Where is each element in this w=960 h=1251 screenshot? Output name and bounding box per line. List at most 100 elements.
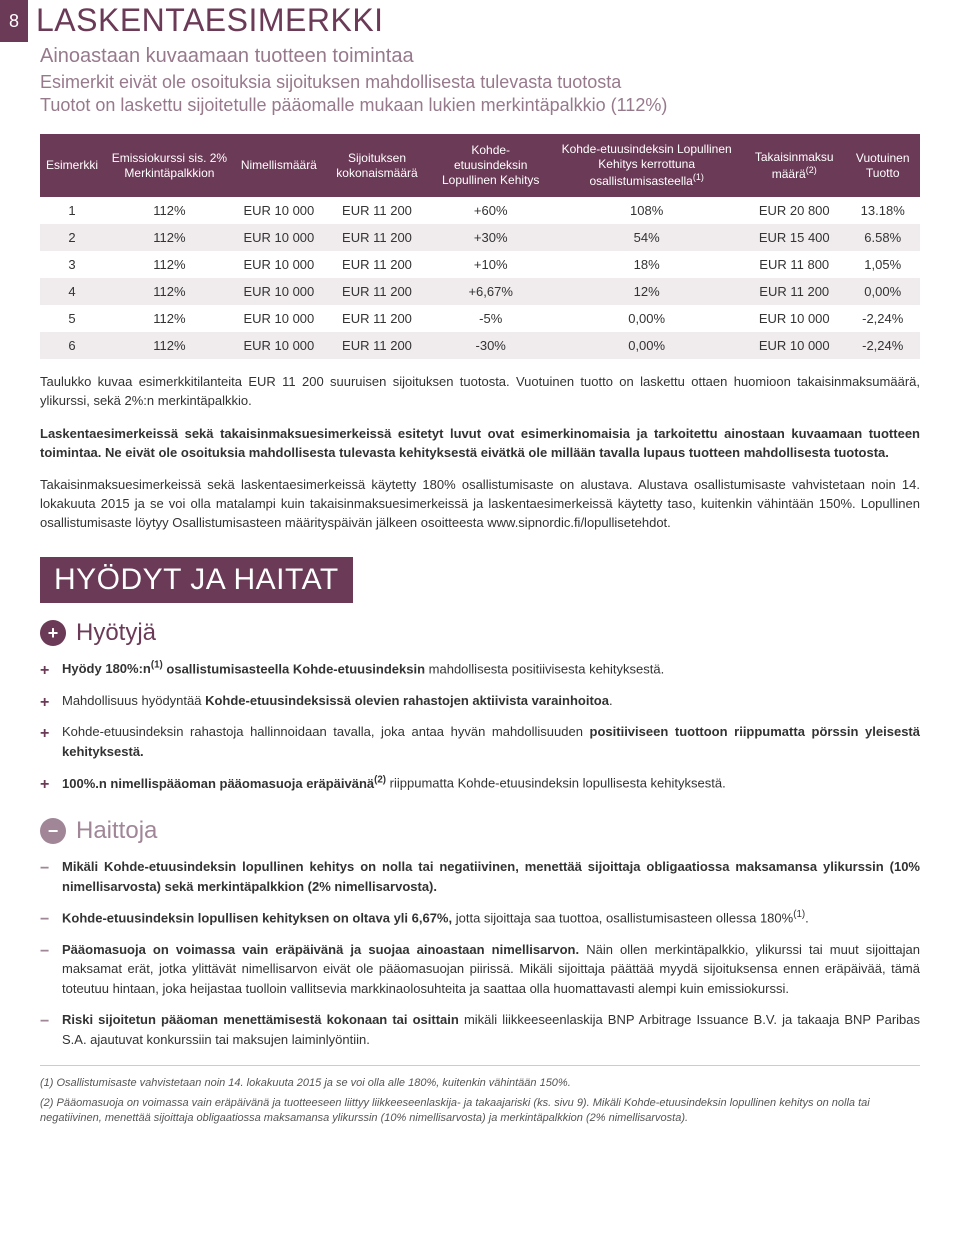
table-row: 3112%EUR 10 000EUR 11 200+10%18%EUR 11 8…	[40, 251, 920, 278]
table-cell: EUR 11 200	[323, 197, 431, 224]
table-cell: 0,00%	[845, 278, 920, 305]
paragraph-2: Laskentaesimerkeissä sekä takaisinmaksue…	[40, 425, 920, 463]
page-number-badge: 8	[0, 0, 28, 42]
minus-icon: −	[40, 818, 66, 844]
table-cell: EUR 11 200	[323, 251, 431, 278]
table-cell: EUR 11 800	[743, 251, 845, 278]
table-cell: 112%	[104, 332, 235, 359]
list-item: +Hyödy 180%:n(1) osallistumisasteella Ko…	[40, 659, 920, 679]
table-cell: 1,05%	[845, 251, 920, 278]
plus-icon: +	[40, 659, 49, 683]
table-cell: 18%	[550, 251, 743, 278]
table-cell: EUR 10 000	[235, 224, 323, 251]
col-kerrottuna: Kohde-etuusindeksin Lopullinen Kehitys k…	[550, 134, 743, 197]
benefits-label: Hyötyjä	[76, 619, 156, 647]
table-row: 2112%EUR 10 000EUR 11 200+30%54%EUR 15 4…	[40, 224, 920, 251]
table-header: Esimerkki Emissiokurssi sis. 2% Merkintä…	[40, 134, 920, 197]
col-nimellismaara: Nimellismäärä	[235, 134, 323, 197]
table-cell: EUR 10 000	[235, 251, 323, 278]
table-cell: 112%	[104, 224, 235, 251]
benefits-list: +Hyödy 180%:n(1) osallistumisasteella Ko…	[40, 659, 920, 793]
table-cell: +60%	[431, 197, 550, 224]
minus-icon: −	[40, 857, 49, 881]
risks-header: − Haittoja	[40, 817, 920, 845]
table-cell: -2,24%	[845, 332, 920, 359]
paragraph-1: Taulukko kuvaa esimerkkitilanteita EUR 1…	[40, 373, 920, 411]
table-cell: 54%	[550, 224, 743, 251]
table-cell: EUR 15 400	[743, 224, 845, 251]
table-cell: 6	[40, 332, 104, 359]
footnote-2: (2) Pääomasuoja on voimassa vain eräpäiv…	[40, 1096, 920, 1127]
section-banner-benefits-risks: HYÖDYT JA HAITAT	[40, 557, 353, 603]
table-cell: EUR 11 200	[323, 305, 431, 332]
table-cell: EUR 11 200	[743, 278, 845, 305]
table-cell: 1	[40, 197, 104, 224]
table-cell: EUR 10 000	[235, 305, 323, 332]
col-sijoitus: Sijoituksen kokonaismäärä	[323, 134, 431, 197]
minus-icon: −	[40, 1010, 49, 1034]
list-item: −Pääomasuoja on voimassa vain eräpäivänä…	[40, 940, 920, 999]
table-cell: -5%	[431, 305, 550, 332]
minus-icon: −	[40, 940, 49, 964]
footnotes: (1) Osallistumisaste vahvistetaan noin 1…	[40, 1065, 920, 1126]
table-cell: 13.18%	[845, 197, 920, 224]
table-cell: 112%	[104, 305, 235, 332]
plus-icon: +	[40, 722, 49, 746]
table-cell: 108%	[550, 197, 743, 224]
example-table: Esimerkki Emissiokurssi sis. 2% Merkintä…	[40, 134, 920, 359]
table-row: 1112%EUR 10 000EUR 11 200+60%108%EUR 20 …	[40, 197, 920, 224]
list-item: −Kohde-etuusindeksin lopullisen kehityks…	[40, 908, 920, 928]
list-item: +100%.n nimellispääoman pääomasuoja eräp…	[40, 773, 920, 793]
table-cell: 12%	[550, 278, 743, 305]
table-cell: EUR 11 200	[323, 332, 431, 359]
list-item: −Mikäli Kohde-etuusindeksin lopullinen k…	[40, 857, 920, 896]
plus-icon: +	[40, 691, 49, 715]
table-cell: -2,24%	[845, 305, 920, 332]
plus-icon: +	[40, 620, 66, 646]
col-takaisinmaksu: Takaisinmaksu määrä(2)	[743, 134, 845, 197]
col-lopullinen-kehitys: Kohde-etuusindeksin Lopullinen Kehitys	[431, 134, 550, 197]
table-row: 4112%EUR 10 000EUR 11 200+6,67%12%EUR 11…	[40, 278, 920, 305]
benefits-header: + Hyötyjä	[40, 619, 920, 647]
table-cell: EUR 11 200	[323, 224, 431, 251]
table-cell: EUR 11 200	[323, 278, 431, 305]
table-cell: 112%	[104, 197, 235, 224]
table-cell: 4	[40, 278, 104, 305]
table-cell: EUR 10 000	[743, 305, 845, 332]
table-cell: EUR 10 000	[235, 278, 323, 305]
table-cell: 3	[40, 251, 104, 278]
risks-list: −Mikäli Kohde-etuusindeksin lopullinen k…	[40, 857, 920, 1049]
subtitle-line-1: Ainoastaan kuvaamaan tuotteen toimintaa	[40, 45, 920, 68]
table-cell: EUR 10 000	[235, 197, 323, 224]
col-esimerkki: Esimerkki	[40, 134, 104, 197]
table-cell: 0,00%	[550, 305, 743, 332]
table-cell: +10%	[431, 251, 550, 278]
col-vuotuinen: Vuotuinen Tuotto	[845, 134, 920, 197]
table-body: 1112%EUR 10 000EUR 11 200+60%108%EUR 20 …	[40, 197, 920, 359]
table-cell: 112%	[104, 251, 235, 278]
table-cell: -30%	[431, 332, 550, 359]
table-cell: EUR 20 800	[743, 197, 845, 224]
table-cell: EUR 10 000	[235, 332, 323, 359]
list-item: −Riski sijoitetun pääoman menettämisestä…	[40, 1010, 920, 1049]
page-title: LASKENTAESIMERKKI	[0, 0, 960, 39]
table-cell: +6,67%	[431, 278, 550, 305]
list-item: +Kohde-etuusindeksin rahastoja hallinnoi…	[40, 722, 920, 761]
plus-icon: +	[40, 773, 49, 797]
list-item: +Mahdollisuus hyödyntää Kohde-etuusindek…	[40, 691, 920, 711]
minus-icon: −	[40, 908, 49, 932]
col-emissiokurssi: Emissiokurssi sis. 2% Merkintäpalkkion	[104, 134, 235, 197]
subtitle-line-2: Esimerkit eivät ole osoituksia sijoituks…	[40, 72, 920, 93]
table-cell: 5	[40, 305, 104, 332]
table-cell: 2	[40, 224, 104, 251]
paragraph-3: Takaisinmaksuesimerkeissä sekä laskentae…	[40, 476, 920, 533]
table-cell: 6.58%	[845, 224, 920, 251]
table-row: 5112%EUR 10 000EUR 11 200-5%0,00%EUR 10 …	[40, 305, 920, 332]
table-cell: 112%	[104, 278, 235, 305]
table-row: 6112%EUR 10 000EUR 11 200-30%0,00%EUR 10…	[40, 332, 920, 359]
subtitle-line-3: Tuotot on laskettu sijoitetulle pääomall…	[40, 95, 920, 116]
table-cell: 0,00%	[550, 332, 743, 359]
table-cell: +30%	[431, 224, 550, 251]
footnote-1: (1) Osallistumisaste vahvistetaan noin 1…	[40, 1076, 920, 1091]
risks-label: Haittoja	[76, 817, 157, 845]
